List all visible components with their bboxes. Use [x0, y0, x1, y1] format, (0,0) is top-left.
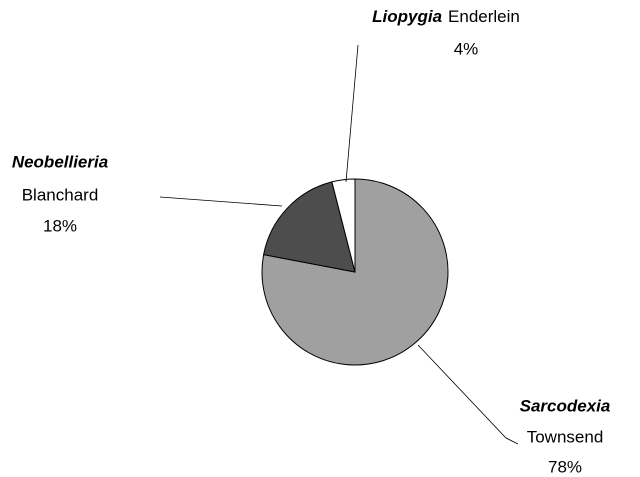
leader-line [417, 344, 519, 445]
leader-line [159, 196, 283, 207]
pie-slice [331, 178, 356, 273]
category-label: Sarcodexia [520, 396, 611, 415]
author-label: Townsend [527, 427, 604, 446]
value-label: 78% [548, 457, 582, 476]
leader-line [345, 44, 359, 183]
author-label: Enderlein [448, 7, 520, 26]
pie-slice [263, 181, 356, 273]
category-label: Neobellieria [12, 152, 108, 171]
value-label: 4% [454, 39, 479, 58]
value-label: 18% [43, 216, 77, 235]
category-label: Liopygia [372, 7, 442, 26]
category-author-label: Liopygia Enderlein [372, 7, 520, 26]
pie-slice [261, 178, 449, 366]
author-label: Blanchard [22, 185, 99, 204]
